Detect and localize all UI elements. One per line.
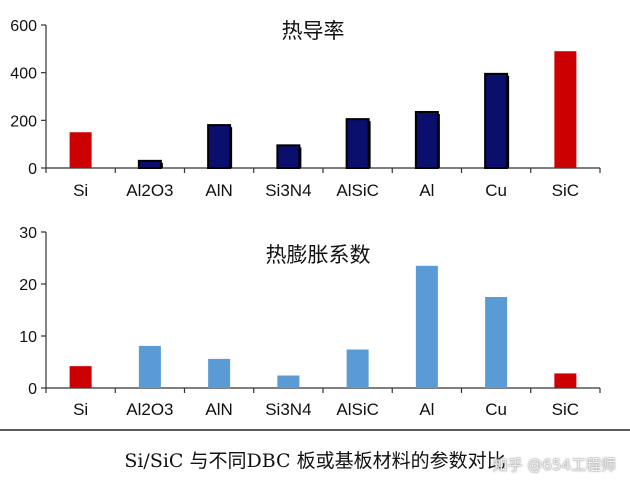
x-tick-label: Cu [485, 181, 507, 200]
bar-Al2O3 [138, 345, 161, 388]
y-tick-label: 30 [19, 225, 37, 242]
bar-Al2O3 [137, 159, 162, 170]
bar-AlSiC [345, 118, 370, 170]
x-tick-label: Si [73, 400, 88, 419]
bar-AlSiC [346, 349, 369, 388]
x-tick-label: Al [419, 181, 434, 200]
chart-title: 热膨胀系数 [266, 243, 371, 267]
y-tick-label: 20 [19, 277, 37, 294]
watermark: 知乎 @654工程师 [492, 456, 616, 474]
bar-Cu [485, 297, 508, 388]
bar-Al [415, 265, 438, 388]
x-tick-label: AlN [205, 181, 232, 200]
x-tick-label: AlSiC [336, 181, 379, 200]
bar-Si [69, 132, 92, 168]
thermal-expansion-chart: 热膨胀系数 0 10 20 30 Si Al2O3 AlN Si3N4 AlSiC Al Cu SiC [19, 225, 601, 419]
bar-AlN [207, 124, 232, 169]
x-tick-label: Al [419, 400, 434, 419]
bar-Al [414, 110, 439, 170]
bar-SiC [554, 51, 577, 168]
y-tick-label: 400 [10, 66, 37, 83]
bar-Si3N4 [276, 144, 301, 170]
x-tick-label: Al2O3 [126, 400, 173, 419]
y-tick-label: 600 [10, 18, 37, 35]
x-tick-label: AlN [205, 400, 232, 419]
thermal-conductivity-chart: 热导率 0 200 400 600 Si Al2O3 AlN Si3N4 AlSiC Al Cu SiC [10, 18, 601, 200]
chart-title: 热导率 [282, 19, 345, 43]
bar-SiC [554, 373, 577, 388]
y-tick-label: 10 [19, 329, 37, 346]
y-tick-label: 0 [28, 381, 37, 398]
y-tick-label: 200 [10, 113, 37, 130]
y-tick-label: 0 [28, 161, 37, 178]
figure-caption: Si/SiC 与不同DBC 板或基板材料的参数对比 [124, 450, 506, 472]
bar-Si3N4 [277, 375, 300, 388]
bar-Si [69, 366, 92, 388]
x-tick-label: Si3N4 [265, 400, 311, 419]
bar-Cu [484, 72, 509, 169]
x-tick-label: AlSiC [336, 400, 379, 419]
x-tick-label: Cu [485, 400, 507, 419]
x-tick-label: Si3N4 [265, 181, 311, 200]
x-tick-label: SiC [552, 400, 579, 419]
x-tick-label: Al2O3 [126, 181, 173, 200]
x-tick-label: Si [73, 181, 88, 200]
bar-AlN [208, 358, 231, 388]
x-tick-label: SiC [552, 181, 579, 200]
